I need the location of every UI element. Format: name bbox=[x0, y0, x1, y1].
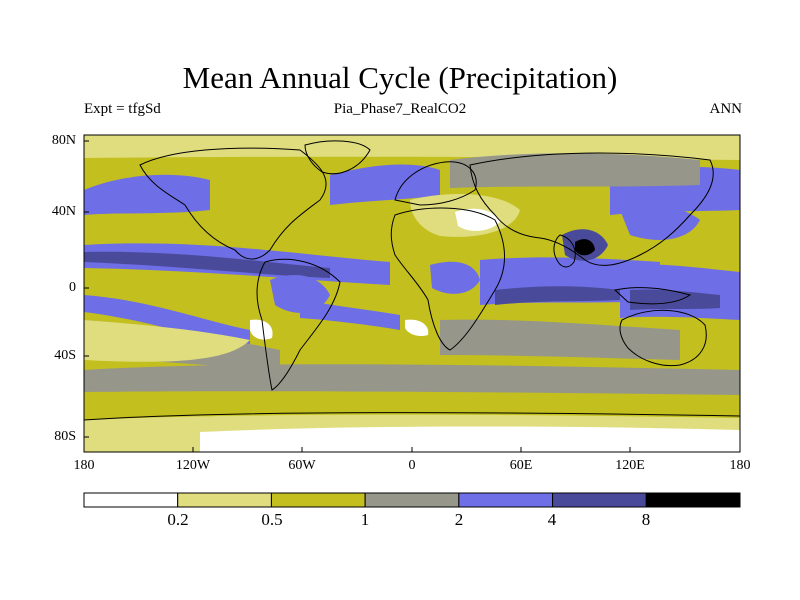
central-africa-wet bbox=[430, 261, 480, 294]
southern-ocean-gray bbox=[84, 364, 740, 395]
colorbar-swatch-1 bbox=[177, 492, 272, 508]
lon-label-180e: 180 bbox=[729, 458, 751, 473]
lat-label-40n: 40N bbox=[51, 204, 76, 219]
lon-label-120w: 120W bbox=[175, 458, 211, 473]
east-pacific-dry bbox=[84, 320, 250, 362]
lat-label-80s: 80S bbox=[54, 429, 76, 444]
colorbar-swatch-3 bbox=[364, 492, 460, 508]
colorbar-label-8: 8 bbox=[641, 510, 651, 529]
lon-label-60e: 60E bbox=[509, 458, 533, 473]
colorbar-label-2: 2 bbox=[454, 510, 464, 529]
coastlines bbox=[83, 140, 741, 421]
colorbar-label-0-5: 0.5 bbox=[261, 510, 283, 529]
lon-label-60w: 60W bbox=[288, 458, 316, 473]
south-atlantic-band bbox=[300, 300, 400, 330]
indonesia-coast bbox=[613, 287, 692, 305]
greenland-coast bbox=[304, 140, 371, 175]
lat-ticks bbox=[84, 140, 89, 438]
colorbar-swatch-0 bbox=[83, 492, 179, 508]
chart-title: Mean Annual Cycle (Precipitation) bbox=[182, 60, 618, 95]
colorbar-label-0-2: 0.2 bbox=[167, 510, 189, 529]
australia-coast bbox=[619, 309, 707, 367]
lat-label-eq: 0 bbox=[69, 280, 76, 295]
colorbar-label-4: 4 bbox=[547, 510, 557, 529]
colorbar-label-1: 1 bbox=[360, 510, 370, 529]
chile-dry bbox=[250, 319, 273, 340]
colorbar-swatch-6 bbox=[645, 492, 741, 508]
bay-of-bengal-max bbox=[575, 239, 595, 256]
antarctica-coast bbox=[83, 412, 741, 421]
sahara-core bbox=[455, 208, 500, 231]
lon-label-120e: 120E bbox=[615, 458, 645, 473]
north-pacific-storm-track bbox=[84, 174, 210, 215]
itcz-pacific-core bbox=[84, 251, 330, 278]
maritime-continent-core bbox=[630, 289, 720, 310]
experiment-label: Expt = tfgSd bbox=[84, 101, 161, 117]
case-label: Pia_Phase7_RealCO2 bbox=[333, 101, 467, 117]
lat-label-40s: 40S bbox=[54, 348, 76, 363]
lon-ticks bbox=[83, 447, 741, 452]
east-asia-wet bbox=[620, 204, 700, 240]
colorbar-swatch-2 bbox=[270, 492, 366, 508]
india-coast bbox=[553, 234, 576, 268]
namibia-dry bbox=[405, 319, 429, 337]
lon-label-180w: 180 bbox=[73, 458, 95, 473]
africa-coast bbox=[390, 207, 505, 351]
indian-ocean-core bbox=[495, 286, 620, 305]
asia-coast bbox=[469, 152, 714, 266]
south-america-coast bbox=[256, 258, 341, 391]
europe-coast bbox=[394, 161, 477, 206]
lon-label-0: 0 bbox=[408, 458, 416, 473]
spcz-band bbox=[84, 295, 250, 345]
amazon-wet bbox=[270, 275, 330, 313]
lat-label-80n: 80N bbox=[51, 133, 76, 148]
season-label: ANN bbox=[709, 101, 743, 117]
antarctica-core bbox=[200, 426, 740, 452]
colorbar-swatch-4 bbox=[458, 492, 554, 508]
siberia-gray bbox=[450, 153, 700, 188]
colorbar-swatch-5 bbox=[552, 492, 647, 508]
north-america-coast bbox=[139, 147, 327, 260]
